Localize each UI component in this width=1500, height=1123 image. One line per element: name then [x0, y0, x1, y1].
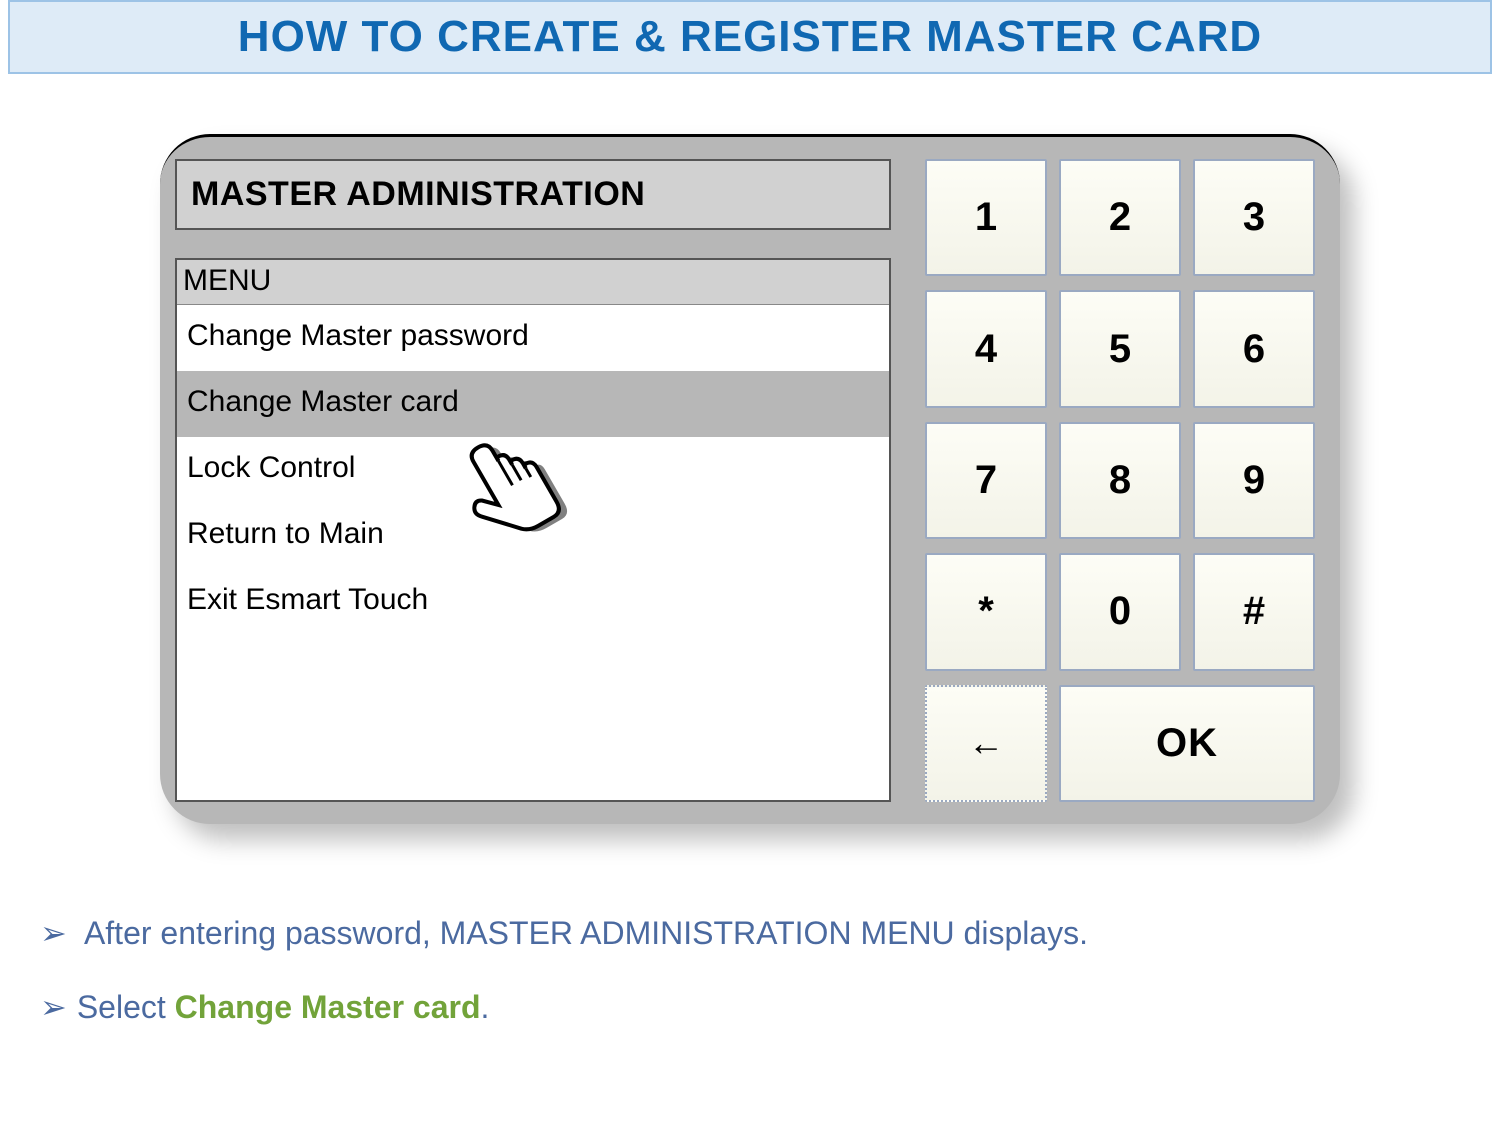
- key-backspace[interactable]: ←: [925, 685, 1047, 802]
- key-2[interactable]: 2: [1059, 159, 1181, 276]
- key-1[interactable]: 1: [925, 159, 1047, 276]
- screen-heading: MASTER ADMINISTRATION: [175, 159, 891, 230]
- key-7[interactable]: 7: [925, 422, 1047, 539]
- instruction-1-text: After entering password, MASTER ADMINIST…: [84, 915, 1088, 951]
- instruction-2-suffix: .: [481, 989, 490, 1025]
- instruction-2-highlight: Change Master card: [175, 989, 481, 1025]
- key-3[interactable]: 3: [1193, 159, 1315, 276]
- key-hash[interactable]: #: [1193, 553, 1315, 670]
- page-title: HOW TO CREATE & REGISTER MASTER CARD: [10, 12, 1490, 62]
- instruction-2-prefix: Select: [77, 989, 175, 1025]
- menu-box: MENU Change Master password Change Maste…: [175, 258, 891, 802]
- key-6[interactable]: 6: [1193, 290, 1315, 407]
- page-title-bar: HOW TO CREATE & REGISTER MASTER CARD: [8, 0, 1492, 74]
- key-4[interactable]: 4: [925, 290, 1047, 407]
- instruction-line-1: ➢ After entering password, MASTER ADMINI…: [40, 914, 1460, 952]
- key-5[interactable]: 5: [1059, 290, 1181, 407]
- menu-item-exit[interactable]: Exit Esmart Touch: [177, 569, 889, 635]
- key-9[interactable]: 9: [1193, 422, 1315, 539]
- keypad: 1 2 3 4 5 6 7 8 9 * 0 # ← OK: [925, 159, 1325, 802]
- screen-inner: MASTER ADMINISTRATION MENU Change Master…: [175, 159, 1325, 802]
- menu-item-lock-control[interactable]: Lock Control: [177, 437, 889, 503]
- key-ok[interactable]: OK: [1059, 685, 1315, 802]
- instruction-line-2: ➢ Select Change Master card.: [40, 988, 1460, 1026]
- instructions: ➢ After entering password, MASTER ADMINI…: [40, 914, 1460, 1026]
- bullet-icon: ➢: [40, 989, 67, 1025]
- menu-item-change-password[interactable]: Change Master password: [177, 305, 889, 371]
- key-0[interactable]: 0: [1059, 553, 1181, 670]
- device-screen: MASTER ADMINISTRATION MENU Change Master…: [160, 134, 1340, 824]
- bullet-icon: ➢: [40, 915, 67, 951]
- menu-item-return-main[interactable]: Return to Main: [177, 503, 889, 569]
- left-column: MASTER ADMINISTRATION MENU Change Master…: [175, 159, 891, 802]
- menu-item-change-card[interactable]: Change Master card: [177, 371, 889, 437]
- device-screenshot-container: MASTER ADMINISTRATION MENU Change Master…: [160, 134, 1340, 824]
- key-8[interactable]: 8: [1059, 422, 1181, 539]
- menu-header: MENU: [177, 260, 889, 305]
- key-star[interactable]: *: [925, 553, 1047, 670]
